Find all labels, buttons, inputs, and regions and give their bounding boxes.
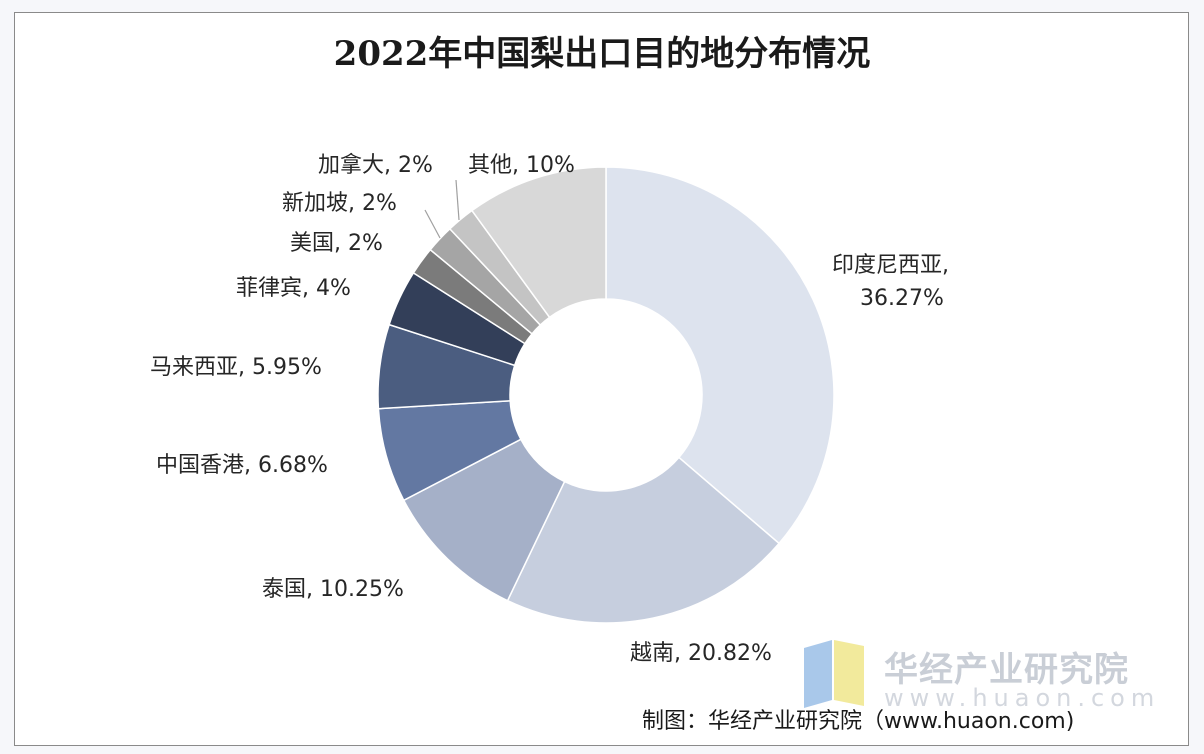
leader-line-canada (455, 179, 460, 221)
label-indonesia-value: 36.27% (860, 286, 944, 311)
label-hongkong: 中国香港, 6.68% (156, 453, 328, 478)
leader-line-singapore (424, 209, 441, 239)
chart-title: 2022年中国梨出口目的地分布情况 (333, 34, 871, 74)
source-credit: 制图：华经产业研究院（www.huaon.com) (642, 709, 1075, 734)
label-usa: 美国, 2% (290, 231, 383, 256)
leader-lines (424, 179, 460, 239)
watermark-url: www.huaon.com (884, 684, 1161, 712)
label-malaysia: 马来西亚, 5.95% (150, 355, 322, 380)
slice-2 (506, 456, 781, 624)
slices-group (377, 166, 835, 624)
label-others: 其他, 10% (468, 153, 575, 178)
label-canada: 加拿大, 2% (318, 152, 433, 178)
labels-group: 印度尼西亚, 36.27% 越南, 20.82% 泰国, 10.25% 中国香港… (150, 152, 949, 666)
watermark-name: 华经产业研究院 (884, 650, 1129, 690)
slice-1 (605, 166, 835, 545)
label-indonesia-name: 印度尼西亚, (832, 253, 949, 278)
slice-10 (470, 166, 607, 319)
watermark-logo (804, 640, 864, 708)
label-singapore: 新加坡, 2% (282, 191, 397, 216)
label-thailand: 泰国, 10.25% (262, 577, 404, 602)
label-vietnam: 越南, 20.82% (630, 641, 772, 666)
label-philippines: 菲律宾, 4% (236, 276, 351, 301)
